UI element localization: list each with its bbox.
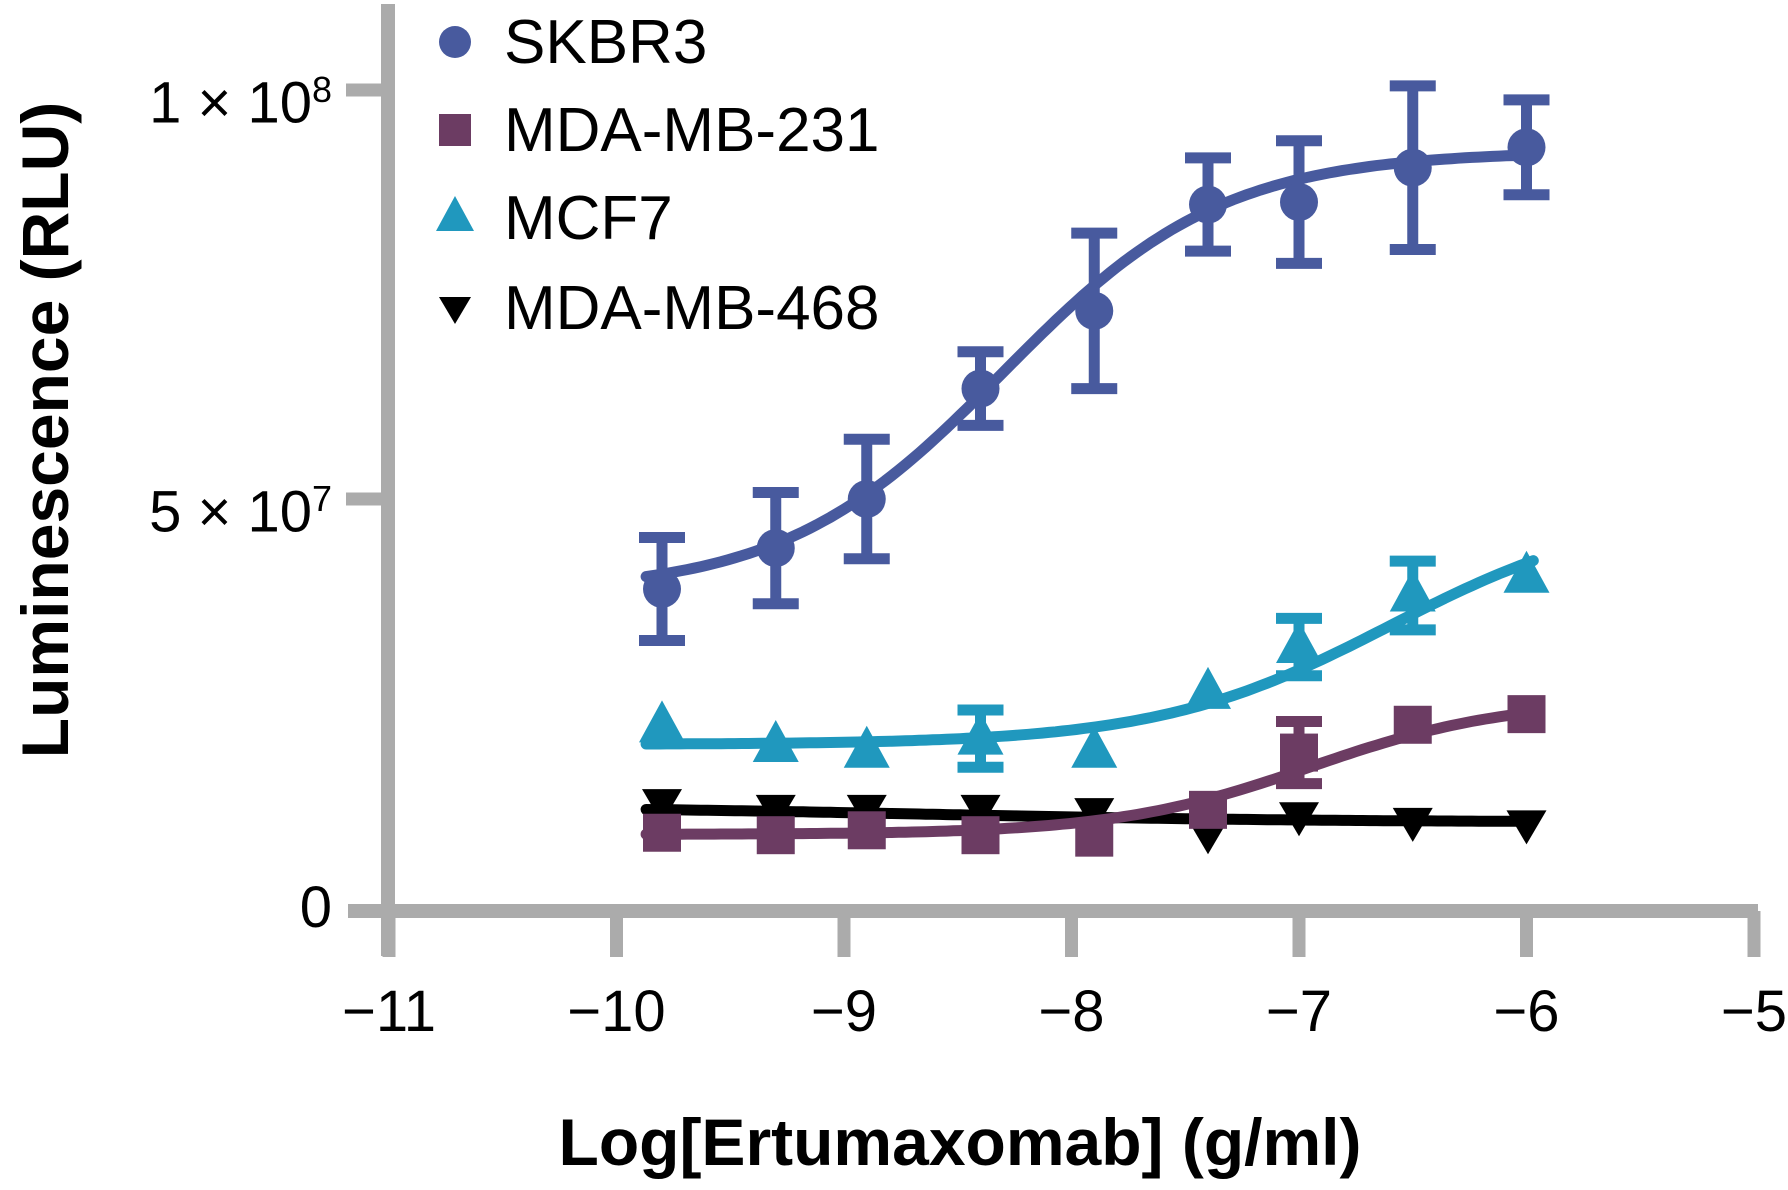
legend-label: MDA-MB-468 [504,273,880,343]
y-tick-label-base: 5 × 10 [149,479,312,545]
data-point [755,794,796,829]
data-point [1279,802,1319,837]
data-point [847,811,886,850]
data-point [1393,148,1432,187]
x-tick-label: −8 [1038,979,1105,1044]
data-point [1389,569,1436,612]
x-axis-title: Log[Ertumaxomab] (g/ml) [558,1105,1362,1179]
y-tick-label-exponent: 8 [312,69,332,110]
data-point [752,720,799,763]
data-point [1074,798,1115,833]
data-point [1185,666,1231,709]
data-point [1071,725,1118,768]
y-tick-label: 0 [0,874,332,942]
triangle-down-legend-marker-icon [439,297,471,324]
data-point [1503,550,1550,593]
data-point [1276,621,1322,664]
y-tick-label-base: 0 [299,875,332,940]
x-tick-label: −7 [1265,979,1333,1044]
data-point [1507,128,1546,167]
square-legend-marker-icon [439,114,471,146]
x-tick-label: −9 [810,979,878,1044]
data-point [961,816,1000,855]
data-point [1507,695,1546,734]
x-tick-label: −10 [567,979,666,1044]
x-tick-label: −6 [1493,979,1560,1044]
legend-label: MCF7 [504,183,673,253]
data-point [756,529,795,568]
data-point [1506,810,1547,845]
data-point [1075,291,1114,330]
x-tick-label: −11 [341,979,437,1044]
legend-label: SKBR3 [504,7,708,77]
legend-item: MCF7 [424,183,673,253]
legend-item: SKBR3 [424,7,707,77]
square-icon [439,114,471,146]
y-tick-label: 1 × 108 [0,56,332,137]
data-point [1393,705,1432,744]
legend-label: MDA-MB-231 [504,95,880,165]
circle-icon [439,26,471,58]
data-point [643,813,681,852]
data-point [960,794,1001,829]
y-axis-title: Luminescence (RLU) [8,101,82,759]
x-tick-label: −5 [1720,979,1788,1044]
data-point [643,569,681,608]
y-tick-label-exponent: 7 [312,478,332,519]
fit-curve [640,555,1539,750]
legend-item: MDA-MB-468 [424,273,880,343]
circle-legend-marker-icon [439,26,471,58]
data-point [1280,733,1318,772]
legend-item: MDA-MB-231 [424,95,880,165]
data-point [1280,183,1318,222]
y-tick-label: 5 × 107 [0,465,332,546]
y-tick-label-base: 1 × 10 [149,70,312,136]
triangle-up-icon [436,196,474,231]
data-point [843,725,890,768]
data-point [957,712,1004,755]
data-point [1392,807,1433,842]
data-point [639,700,685,743]
data-point [961,369,1000,408]
data-point [642,789,682,824]
triangle-up-legend-marker-icon [436,196,474,231]
data-point [1075,818,1114,857]
data-point [1189,185,1227,224]
triangle-down-icon [439,297,471,324]
data-point [1189,790,1227,829]
data-point [847,480,886,518]
data-point [756,816,795,855]
